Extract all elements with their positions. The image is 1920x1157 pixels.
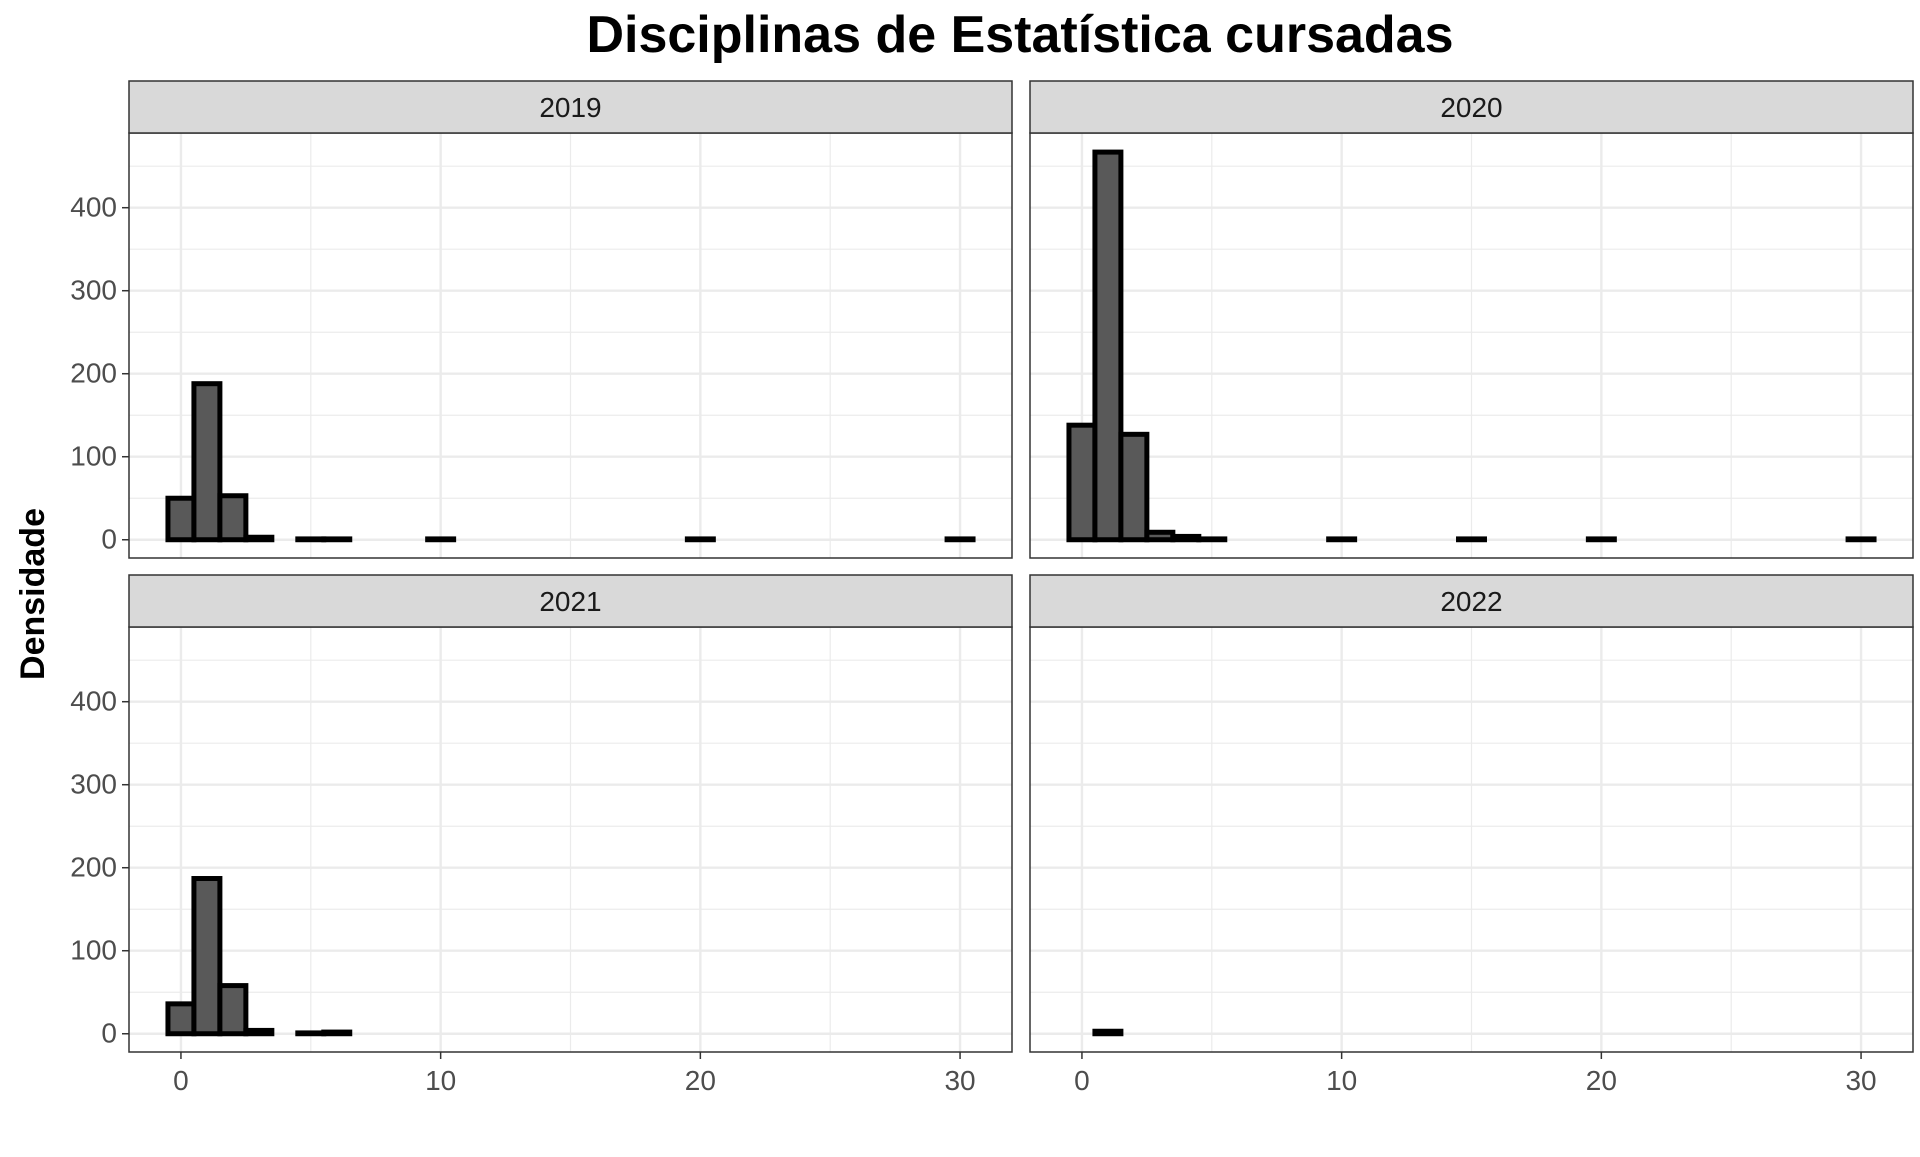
y-tick-label: 200: [70, 358, 117, 389]
x-tick-label: 20: [1586, 1065, 1617, 1096]
histogram-bar: [321, 536, 353, 543]
histogram-bar: [217, 493, 249, 543]
facet-strip-label: 2021: [539, 586, 601, 617]
histogram-bar: [1170, 533, 1202, 543]
x-tick-label: 20: [685, 1065, 716, 1096]
histogram-bar: [217, 983, 249, 1037]
y-tick-label: 100: [70, 935, 117, 966]
histogram-bar: [425, 536, 457, 543]
facet-strip-label: 2022: [1440, 586, 1502, 617]
facet-strip-label: 2020: [1440, 92, 1502, 123]
histogram-bar: [944, 536, 976, 543]
x-tick-label: 30: [1845, 1065, 1876, 1096]
histogram-bar: [684, 536, 716, 543]
histogram-bar: [295, 1030, 327, 1037]
y-tick-label: 0: [101, 1018, 117, 1049]
histogram-bar: [1092, 149, 1124, 543]
histogram-bar: [1066, 422, 1098, 543]
y-tick-label: 200: [70, 852, 117, 883]
histogram-bar: [243, 534, 275, 543]
y-tick-label: 0: [101, 524, 117, 555]
y-tick-label: 300: [70, 769, 117, 800]
y-tick-label: 300: [70, 275, 117, 306]
x-tick-label: 10: [425, 1065, 456, 1096]
y-tick-label: 100: [70, 441, 117, 472]
y-axis-label: Densidade: [14, 508, 52, 680]
facet-strip-label: 2019: [539, 92, 601, 123]
facet-panel-2020: 2020: [1029, 80, 1914, 559]
histogram-bar: [243, 1027, 275, 1037]
facet-panel-2019: 2019 0 100 200 300 400: [70, 80, 1013, 559]
histogram-bar: [321, 1029, 353, 1037]
x-tick-label: 0: [173, 1065, 189, 1096]
facet-strip: [128, 574, 1013, 628]
x-tick-label: 30: [944, 1065, 975, 1096]
x-tick-label: 10: [1326, 1065, 1357, 1096]
histogram-bar: [1845, 536, 1877, 543]
facet-panel-2022: 2022 0 10 20 30: [1029, 574, 1914, 1096]
histogram-bar: [295, 536, 327, 543]
histogram-bar: [1585, 536, 1617, 543]
y-tick-label: 400: [70, 192, 117, 223]
histogram-bar: [1196, 536, 1228, 543]
y-tick-label: 400: [70, 686, 117, 717]
histogram-bar: [1326, 536, 1358, 543]
histogram-bar: [1092, 1028, 1124, 1037]
x-tick-label: 0: [1074, 1065, 1090, 1096]
histogram-bar: [1456, 536, 1487, 543]
histogram-bar: [1118, 431, 1150, 543]
histogram-bar: [1144, 529, 1176, 543]
facet-strip: [128, 80, 1013, 134]
facet-strip: [1029, 574, 1914, 628]
chart-title: Disciplinas de Estatística cursadas: [586, 6, 1453, 64]
histogram-bar: [165, 1001, 197, 1037]
histogram-bar: [165, 495, 197, 543]
histogram-bar: [191, 876, 223, 1037]
facet-panel-2021: 2021 0 100 200 300 400 0 10 20 30: [70, 574, 1013, 1096]
histogram-bar: [191, 381, 223, 543]
facet-strip: [1029, 80, 1914, 134]
